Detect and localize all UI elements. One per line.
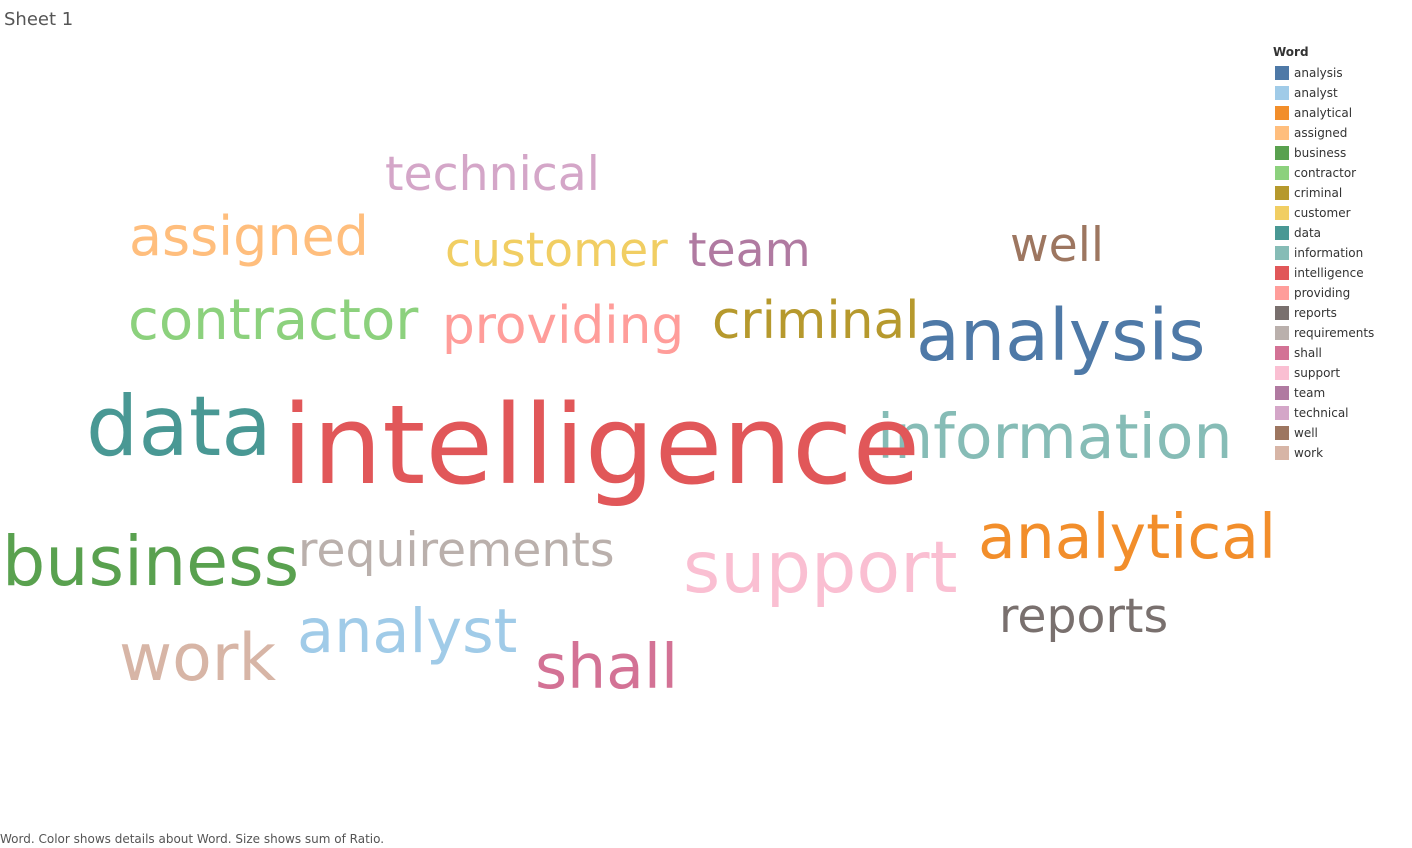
legend-swatch <box>1275 366 1289 380</box>
legend-swatch <box>1275 146 1289 160</box>
word-technical: technical <box>385 147 600 202</box>
legend-label: requirements <box>1294 326 1375 340</box>
word-information: information <box>877 401 1233 473</box>
legend: Word analysis analyst analytical assigned bu… <box>1273 45 1408 463</box>
word-requirements: requirements <box>298 523 615 578</box>
legend-swatch <box>1275 406 1289 420</box>
legend-label: technical <box>1294 406 1349 420</box>
legend-label: business <box>1294 146 1347 160</box>
word-work: work <box>119 621 277 696</box>
legend-label: shall <box>1294 346 1322 360</box>
legend-item-criminal[interactable]: criminal <box>1273 183 1408 203</box>
legend-label: contractor <box>1294 166 1357 180</box>
legend-item-requirements[interactable]: requirements <box>1273 323 1408 343</box>
legend-swatch <box>1275 286 1289 300</box>
word-support: support <box>683 526 958 609</box>
legend-items: analysis analyst analytical assigned busines… <box>1273 63 1408 463</box>
legend-title: Word <box>1273 45 1309 59</box>
word-well: well <box>1010 218 1105 273</box>
legend-item-work[interactable]: work <box>1273 443 1408 463</box>
word-assigned: assigned <box>129 205 369 268</box>
word-business: business <box>2 523 300 602</box>
legend-label: intelligence <box>1294 266 1364 280</box>
legend-swatch <box>1275 66 1289 80</box>
legend-item-contractor[interactable]: contractor <box>1273 163 1408 183</box>
legend-item-technical[interactable]: technical <box>1273 403 1408 423</box>
word-team: team <box>688 223 811 278</box>
legend-label: analytical <box>1294 106 1353 120</box>
legend-item-providing[interactable]: providing <box>1273 283 1408 303</box>
legend-swatch <box>1275 106 1289 120</box>
legend-item-information[interactable]: information <box>1273 243 1408 263</box>
word-analysis: analysis <box>916 294 1206 377</box>
legend-swatch <box>1275 226 1289 240</box>
legend-swatch <box>1275 266 1289 280</box>
legend-item-intelligence[interactable]: intelligence <box>1273 263 1408 283</box>
legend-label: information <box>1294 246 1364 260</box>
legend-label: customer <box>1294 206 1351 220</box>
legend-item-analyst[interactable]: analyst <box>1273 83 1408 103</box>
legend-label: criminal <box>1294 186 1343 200</box>
legend-label: analysis <box>1294 66 1343 80</box>
legend-item-well[interactable]: well <box>1273 423 1408 443</box>
legend-swatch <box>1275 186 1289 200</box>
word-customer: customer <box>445 223 668 278</box>
legend-label: analyst <box>1294 86 1338 100</box>
legend-label: support <box>1294 366 1341 380</box>
caption: Word. Color shows details about Word. Si… <box>0 832 385 846</box>
legend-item-customer[interactable]: customer <box>1273 203 1408 223</box>
sheet-title: Sheet 1 <box>4 9 74 30</box>
legend-label: data <box>1294 226 1322 240</box>
legend-item-data[interactable]: data <box>1273 223 1408 243</box>
legend-swatch <box>1275 86 1289 100</box>
word-analyst: analyst <box>297 597 518 667</box>
legend-item-support[interactable]: support <box>1273 363 1408 383</box>
word-shall: shall <box>535 631 679 703</box>
legend-label: reports <box>1294 306 1337 320</box>
legend-swatch <box>1275 426 1289 440</box>
legend-item-team[interactable]: team <box>1273 383 1408 403</box>
legend-swatch <box>1275 126 1289 140</box>
legend-swatch <box>1275 246 1289 260</box>
legend-swatch <box>1275 306 1289 320</box>
legend-swatch <box>1275 386 1289 400</box>
legend-label: work <box>1294 446 1324 460</box>
word-criminal: criminal <box>712 291 920 351</box>
legend-swatch <box>1275 346 1289 360</box>
legend-item-reports[interactable]: reports <box>1273 303 1408 323</box>
legend-swatch <box>1275 206 1289 220</box>
legend-item-shall[interactable]: shall <box>1273 343 1408 363</box>
word-contractor: contractor <box>128 288 419 353</box>
legend-item-analytical[interactable]: analytical <box>1273 103 1408 123</box>
legend-swatch <box>1275 446 1289 460</box>
legend-label: team <box>1294 386 1326 400</box>
legend-label: well <box>1294 426 1318 440</box>
word-reports: reports <box>999 589 1169 644</box>
word-data: data <box>86 379 272 475</box>
word-intelligence: intelligence <box>282 381 921 509</box>
word-providing: providing <box>442 296 685 356</box>
legend-label: assigned <box>1294 126 1348 140</box>
legend-item-assigned[interactable]: assigned <box>1273 123 1408 143</box>
legend-swatch <box>1275 326 1289 340</box>
legend-label: providing <box>1294 286 1351 300</box>
legend-item-business[interactable]: business <box>1273 143 1408 163</box>
legend-item-analysis[interactable]: analysis <box>1273 63 1408 83</box>
legend-swatch <box>1275 166 1289 180</box>
word-analytical: analytical <box>978 501 1277 573</box>
word-cloud: analysis analyst analytical assigned busines… <box>2 147 1276 703</box>
